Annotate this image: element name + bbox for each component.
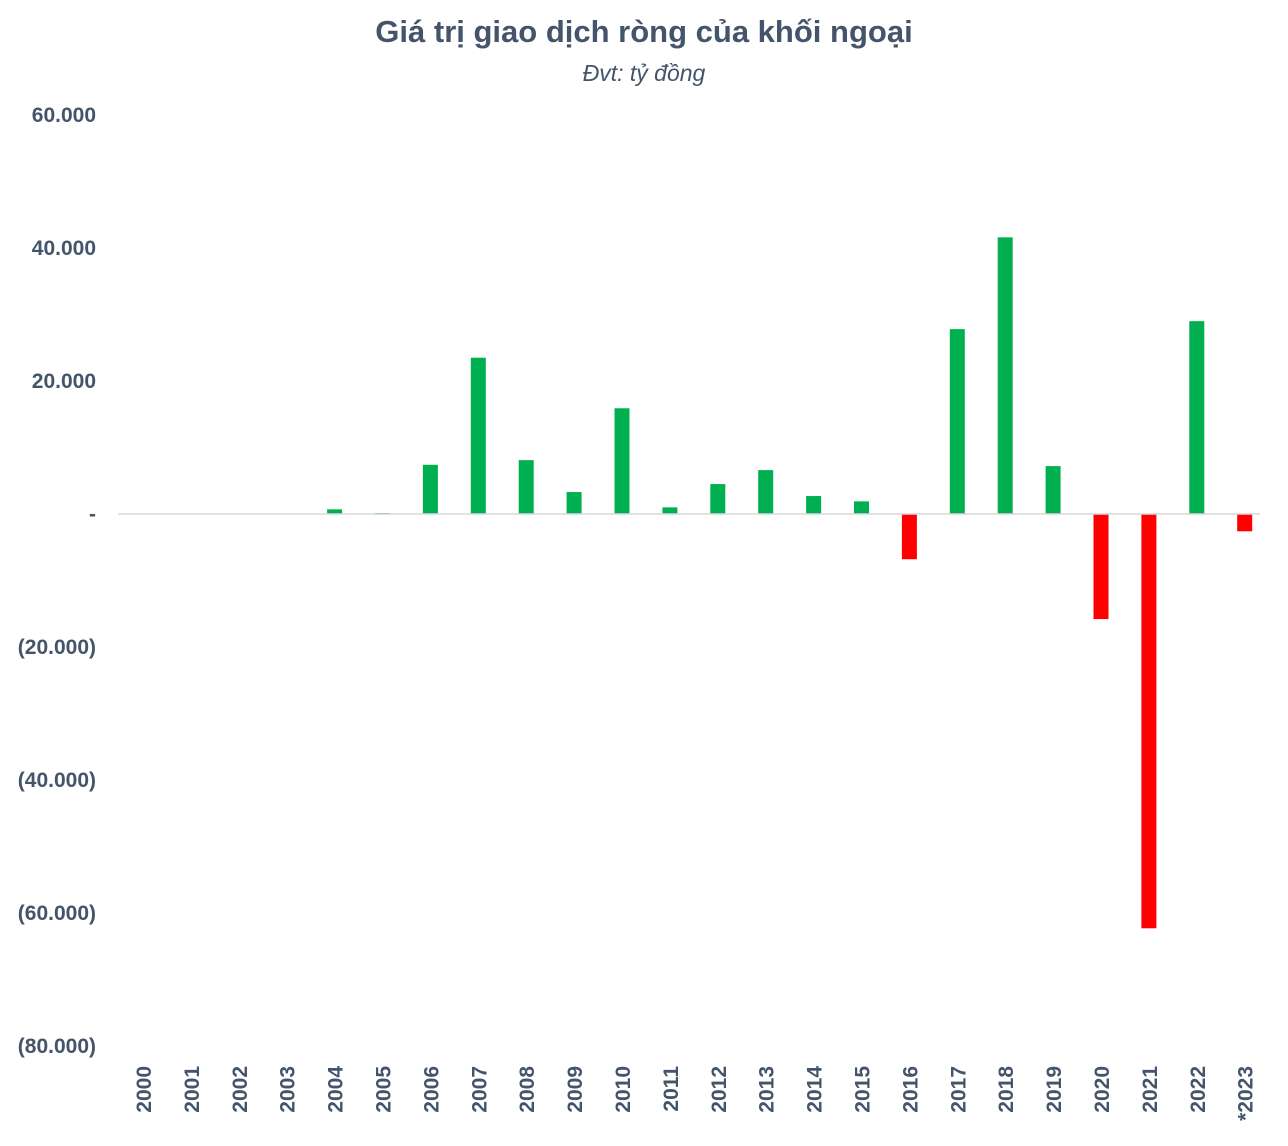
bar-2009: [566, 492, 582, 514]
bar-2015: [854, 501, 869, 514]
x-axis-labels: 2000 2001 2002 2003 2004 2005 2006 2007 2008 2009…: [133, 1066, 1258, 1121]
bar-2010: [614, 408, 630, 514]
x-tick-label: 2012: [708, 1066, 731, 1113]
bar-2013: [758, 470, 774, 514]
x-tick-label: *2023: [1235, 1066, 1258, 1121]
x-tick-label: 2018: [995, 1066, 1018, 1113]
bars: [327, 237, 1253, 929]
bar-2022: [1189, 321, 1205, 514]
y-tick-label: (20.000): [18, 636, 96, 659]
x-tick-label: 2015: [852, 1066, 875, 1113]
x-tick-label: 2004: [325, 1066, 348, 1113]
bar-2012: [710, 484, 726, 514]
bar-2020: [1093, 514, 1109, 620]
x-tick-label: 2022: [1187, 1066, 1210, 1113]
x-tick-label: 2000: [133, 1066, 156, 1113]
bar-2019: [1045, 466, 1061, 514]
x-tick-label: 2005: [373, 1066, 396, 1113]
bar-2004: [327, 509, 343, 514]
y-tick-label: -: [89, 503, 96, 526]
x-tick-label: 2008: [516, 1066, 539, 1113]
x-tick-label: 2007: [468, 1066, 491, 1113]
bar-2007: [470, 357, 486, 514]
x-tick-label: 2020: [1091, 1066, 1114, 1113]
bar-2008: [518, 460, 534, 514]
y-tick-label: 40.000: [32, 237, 96, 260]
y-tick-label: (60.000): [18, 902, 96, 925]
x-tick-label: 2009: [564, 1066, 587, 1113]
y-tick-label: 20.000: [32, 370, 96, 393]
x-tick-label: 2014: [804, 1066, 827, 1113]
chart-title: Giá trị giao dịch ròng của khối ngoại: [375, 14, 913, 49]
x-tick-label: 2011: [660, 1066, 683, 1112]
x-tick-label: 2010: [612, 1066, 635, 1113]
y-tick-label: 60.000: [32, 104, 96, 127]
x-tick-label: 2016: [899, 1066, 922, 1113]
bar-2023: [1237, 514, 1253, 532]
bar-2017: [949, 329, 965, 514]
x-tick-label: 2013: [756, 1066, 779, 1113]
y-axis-labels: 60.000 40.000 20.000 - (20.000) (40.000) (60.0…: [18, 104, 96, 1058]
bar-2011: [662, 507, 678, 514]
bar-2021: [1141, 514, 1157, 929]
bar-2006: [422, 464, 438, 514]
y-tick-label: (40.000): [18, 769, 96, 792]
x-tick-label: 2021: [1139, 1066, 1162, 1113]
x-tick-label: 2003: [277, 1066, 300, 1113]
x-tick-label: 2002: [229, 1066, 252, 1113]
y-tick-label: (80.000): [18, 1035, 96, 1058]
bar-2014: [806, 496, 822, 514]
bar-2016: [901, 514, 917, 560]
x-tick-label: 2001: [181, 1066, 204, 1113]
chart-subtitle: Đvt: tỷ đồng: [582, 60, 706, 86]
bar-2018: [997, 237, 1013, 515]
x-tick-label: 2006: [420, 1066, 443, 1113]
x-tick-label: 2017: [947, 1066, 970, 1113]
x-tick-label: 2019: [1043, 1066, 1066, 1113]
